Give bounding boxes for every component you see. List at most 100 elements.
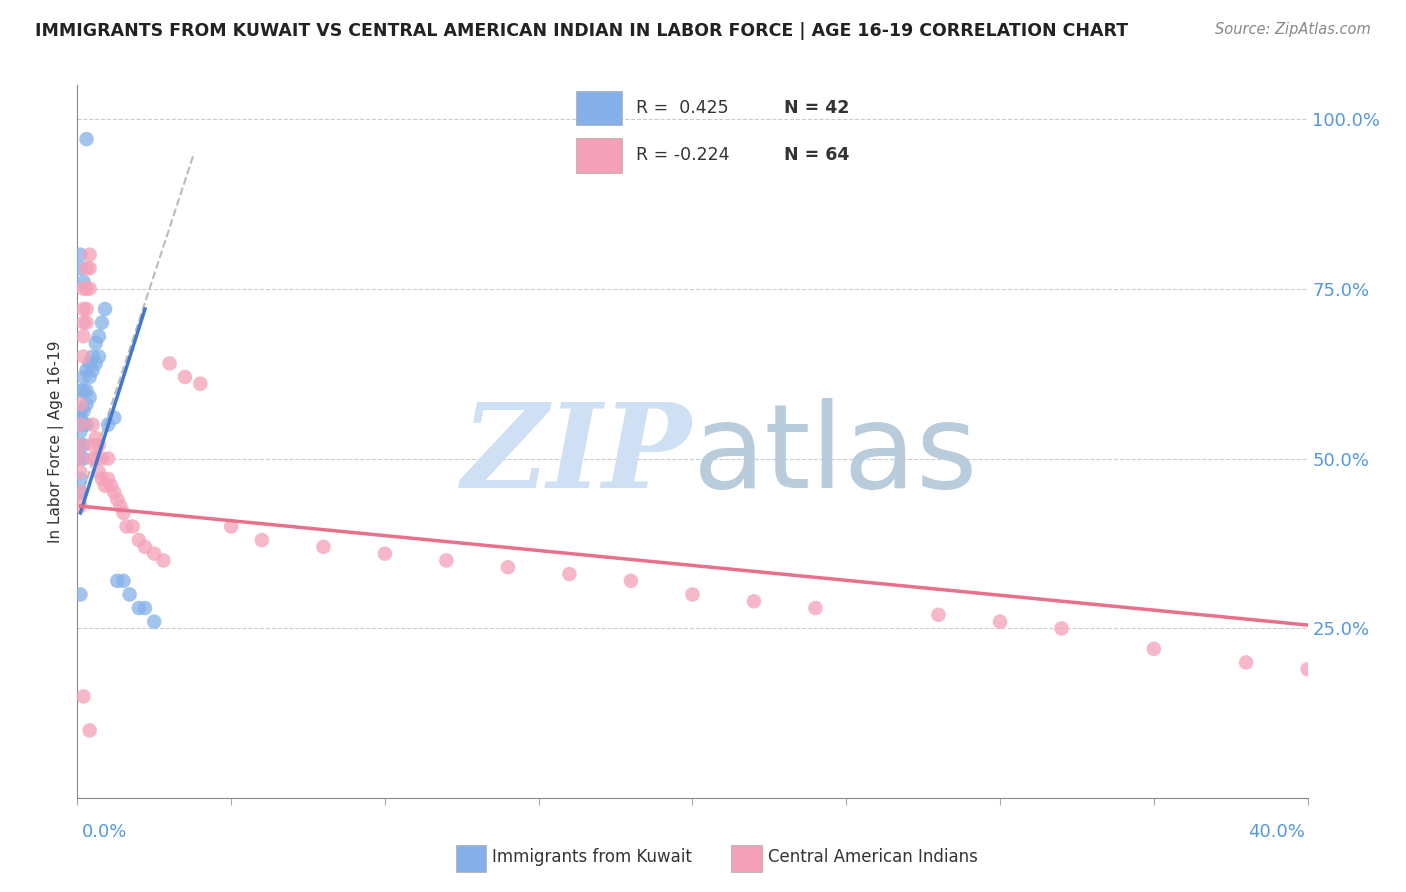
Bar [576,137,621,173]
Point [72,301,94,316]
Point [84,336,107,351]
Point [134,540,156,554]
Point [1050,622,1073,636]
Point [250,533,273,547]
Point [112,506,135,520]
Point [84,451,107,466]
Point [97,472,120,486]
Point [69,397,91,411]
Point [72,384,94,398]
Point [82,438,104,452]
Text: N = 42: N = 42 [785,99,849,117]
Point [94,479,117,493]
Point [128,533,150,547]
Point [79,356,101,370]
Point [69,451,91,466]
Point [72,417,94,432]
Point [97,417,120,432]
Bar [456,846,486,872]
Point [69,404,91,418]
Point [72,370,94,384]
Point [76,316,98,330]
Point [97,451,120,466]
Point [134,601,156,615]
Point [496,560,519,574]
Point [76,261,98,276]
Point [143,615,166,629]
Text: N = 64: N = 64 [785,146,849,164]
Point [1234,656,1257,670]
Point [76,363,98,377]
Point [79,247,101,261]
Point [988,615,1011,629]
Point [76,132,98,146]
Point [72,690,94,704]
Point [72,350,94,364]
Point [79,282,101,296]
Text: IMMIGRANTS FROM KUWAIT VS CENTRAL AMERICAN INDIAN IN LABOR FORCE | AGE 16-19 COR: IMMIGRANTS FROM KUWAIT VS CENTRAL AMERIC… [35,22,1128,40]
Point [72,282,94,296]
Point [112,574,135,588]
Point [87,465,110,479]
Point [76,301,98,316]
Point [219,519,242,533]
Bar [731,846,762,872]
Point [87,350,110,364]
Text: atlas: atlas [693,399,977,513]
Point [72,451,94,466]
Point [69,417,91,432]
Point [79,723,101,738]
Point [69,451,91,466]
Point [76,397,98,411]
Point [928,607,950,622]
Point [620,574,643,588]
Point [72,275,94,289]
Point [69,485,91,500]
Point [69,247,91,261]
Point [558,567,581,582]
Point [143,547,166,561]
Point [72,438,94,452]
Point [742,594,765,608]
Point [69,499,91,513]
Point [69,587,91,601]
Text: Immigrants from Kuwait: Immigrants from Kuwait [492,847,692,866]
Point [312,540,335,554]
Point [82,363,104,377]
Point [79,370,101,384]
Point [69,410,91,425]
Point [188,376,212,391]
Point [82,451,104,466]
Point [128,601,150,615]
Point [69,438,91,452]
Text: ZIP: ZIP [463,399,693,513]
Point [118,587,141,601]
Point [100,479,122,493]
Point [69,438,91,452]
Point [69,425,91,439]
Point [1143,641,1166,656]
Point [804,601,827,615]
Point [69,465,91,479]
Point [84,431,107,445]
Text: R = -0.224: R = -0.224 [636,146,730,164]
Point [69,261,91,276]
Point [69,384,91,398]
Point [69,485,91,500]
Text: 40.0%: 40.0% [1249,822,1305,840]
Point [105,574,128,588]
Point [436,553,458,567]
Point [90,451,114,466]
Point [79,390,101,404]
Point [84,356,107,370]
Point [76,384,98,398]
Point [121,519,143,533]
Point [105,492,128,507]
Point [87,329,110,343]
Point [72,329,94,343]
Y-axis label: In Labor Force | Age 16-19: In Labor Force | Age 16-19 [48,340,65,543]
Point [1296,662,1319,676]
Point [159,356,181,370]
Point [103,485,125,500]
Point [103,410,125,425]
